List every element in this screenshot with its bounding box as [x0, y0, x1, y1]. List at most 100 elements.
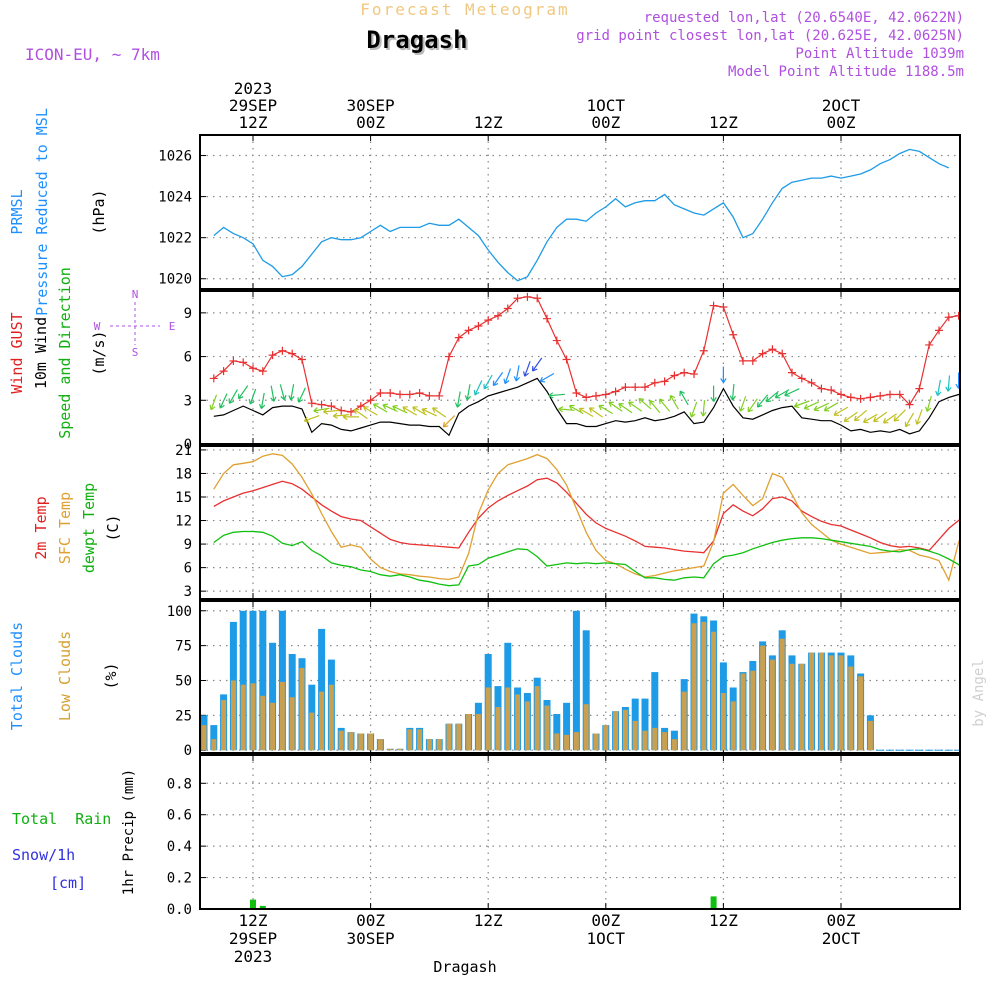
gust-marker: [268, 351, 277, 360]
gust-marker: [699, 346, 708, 355]
wind-direction-arrow: [548, 392, 565, 399]
gust-marker: [758, 349, 767, 358]
compass-west: W: [94, 320, 101, 333]
precip-ytick-label: 0.2: [167, 871, 192, 887]
pressure-label-2: (hPa): [90, 189, 108, 234]
low-clouds-bar: [730, 701, 736, 751]
total-clouds-bar: [210, 725, 218, 751]
wind-direction-arrow: [904, 412, 915, 428]
gust-marker: [886, 390, 894, 399]
clouds-ytick-label: 25: [175, 708, 192, 724]
total-clouds-bar: [269, 642, 277, 751]
clouds-labels: Total Clouds Low Clouds (%): [8, 622, 120, 730]
gust-marker: [846, 393, 855, 402]
gust-marker: [680, 368, 689, 377]
meteogram-subtitle: Forecast Meteogram: [360, 0, 569, 19]
total-clouds-bar: [582, 630, 590, 751]
gust-marker: [405, 390, 414, 399]
low-clouds-bar: [299, 667, 305, 751]
temp-label-0: 2m Temp: [32, 496, 50, 559]
top-time-label: 00Z: [827, 113, 856, 132]
wind-direction-arrow: [756, 394, 769, 408]
clouds-label-0: Total Clouds: [8, 622, 26, 730]
gust-marker: [944, 313, 953, 322]
gust-marker: [915, 384, 924, 393]
gust-marker: [592, 391, 600, 400]
low-clouds-bar: [701, 621, 707, 751]
temperature-frame: [199, 445, 961, 600]
gust-marker: [484, 316, 493, 325]
clouds-panel: 0 25 50 75 100: [167, 600, 961, 759]
wind-direction-arrow: [966, 374, 971, 390]
wind-direction-arrow: [392, 405, 408, 414]
low-clouds-bar: [358, 733, 364, 751]
wind-direction-arrow: [628, 401, 643, 412]
temperature-ytick-label: 18: [175, 466, 192, 482]
low-clouds-bar: [720, 693, 726, 751]
gust-marker: [415, 389, 424, 397]
wind-direction-arrow: [813, 402, 829, 412]
precip-series-group: [200, 896, 960, 909]
grid-point-coords: grid point closest lon,lat (20.625E, 42.…: [576, 28, 964, 44]
gust-marker: [876, 391, 885, 400]
gust-marker: [670, 371, 679, 380]
pressure-label-0: PRMSL: [8, 189, 26, 234]
wind-label-0: Wind GUST: [8, 312, 26, 393]
wind-direction-arrow: [669, 394, 679, 410]
gust-marker: [219, 367, 228, 376]
bottom-time-label: 12Z: [474, 911, 503, 930]
low-clouds-bar: [495, 707, 501, 751]
low-clouds-bar: [230, 680, 236, 751]
low-clouds-bar: [554, 733, 560, 751]
low-clouds-bar: [397, 748, 403, 751]
wind-direction-arrow: [503, 368, 512, 385]
wind-direction-arrow: [747, 398, 758, 413]
gust-marker: [464, 326, 473, 335]
low-clouds-bar: [642, 730, 648, 751]
low-clouds-bar: [750, 670, 756, 751]
wind-direction-arrow: [729, 384, 736, 401]
low-clouds-bar: [593, 733, 599, 751]
gust-marker: [239, 358, 248, 367]
temperature-ytick-label: 21: [175, 443, 192, 459]
low-clouds-bar: [573, 732, 579, 751]
wind-direction-arrow: [323, 408, 340, 415]
wind-direction-arrow: [523, 361, 531, 377]
low-clouds-bar: [201, 725, 207, 751]
wind-direction-arrow: [720, 366, 727, 383]
gust-marker: [788, 368, 796, 377]
low-clouds-bar: [632, 720, 638, 751]
gust-marker: [386, 389, 395, 397]
gust-marker: [503, 304, 512, 313]
wind-direction-arrow: [238, 385, 249, 400]
low-clouds-bar: [240, 684, 246, 751]
total-clouds-bar: [239, 610, 247, 751]
clouds-label-2: (%): [102, 662, 120, 689]
gust-marker: [494, 311, 502, 320]
wind-direction-arrow: [228, 389, 238, 404]
total-clouds-bar: [259, 610, 267, 751]
gust-marker: [611, 387, 620, 396]
low-clouds-bar: [652, 727, 658, 751]
gust-marker: [856, 394, 865, 403]
gust-marker: [288, 349, 297, 358]
low-clouds-bar: [426, 739, 432, 751]
pressure-labels: PRMSL Pressure Reduced to MSL (hPa): [8, 108, 108, 316]
wind-direction-arrow: [738, 396, 747, 412]
low-clouds-bar: [338, 730, 344, 751]
gust-marker: [866, 393, 875, 402]
gust-marker: [964, 309, 972, 317]
snow-unit-legend: [cm]: [50, 874, 86, 892]
top-time-label: 12Z: [239, 113, 268, 132]
wind-direction-arrow: [873, 411, 888, 423]
low-clouds-bar: [691, 623, 697, 751]
low-clouds-bar: [260, 695, 266, 751]
top-time-label: 00Z: [356, 113, 385, 132]
wind-direction-arrow: [513, 365, 521, 382]
pressure-panel: 1020 1022 1024 1026: [158, 134, 961, 290]
low-clouds-bar: [671, 739, 677, 751]
top-time-label: 12Z: [709, 113, 738, 132]
wind-direction-arrow: [893, 409, 906, 422]
snow-legend: Snow/1h: [12, 846, 75, 864]
